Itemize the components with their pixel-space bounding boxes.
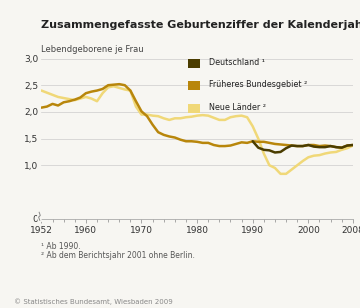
Text: Früheres Bundesgebiet ²: Früheres Bundesgebiet ² [209, 80, 307, 89]
FancyBboxPatch shape [188, 104, 200, 113]
Text: ¹ Ab 1990.: ¹ Ab 1990. [41, 242, 81, 251]
Text: Deutschland ¹: Deutschland ¹ [209, 58, 265, 67]
Text: Neue Länder ²: Neue Länder ² [209, 103, 266, 112]
Text: © Statistisches Bundesamt, Wiesbaden 2009: © Statistisches Bundesamt, Wiesbaden 200… [14, 299, 173, 306]
Text: ² Ab dem Berichtsjahr 2001 ohne Berlin.: ² Ab dem Berichtsjahr 2001 ohne Berlin. [41, 251, 195, 260]
FancyBboxPatch shape [188, 59, 200, 68]
Text: Zusammengefasste Geburtenziffer der Kalenderjahre: Zusammengefasste Geburtenziffer der Kale… [41, 20, 360, 30]
FancyBboxPatch shape [188, 81, 200, 90]
Text: Lebendgeborene je Frau: Lebendgeborene je Frau [41, 45, 144, 54]
